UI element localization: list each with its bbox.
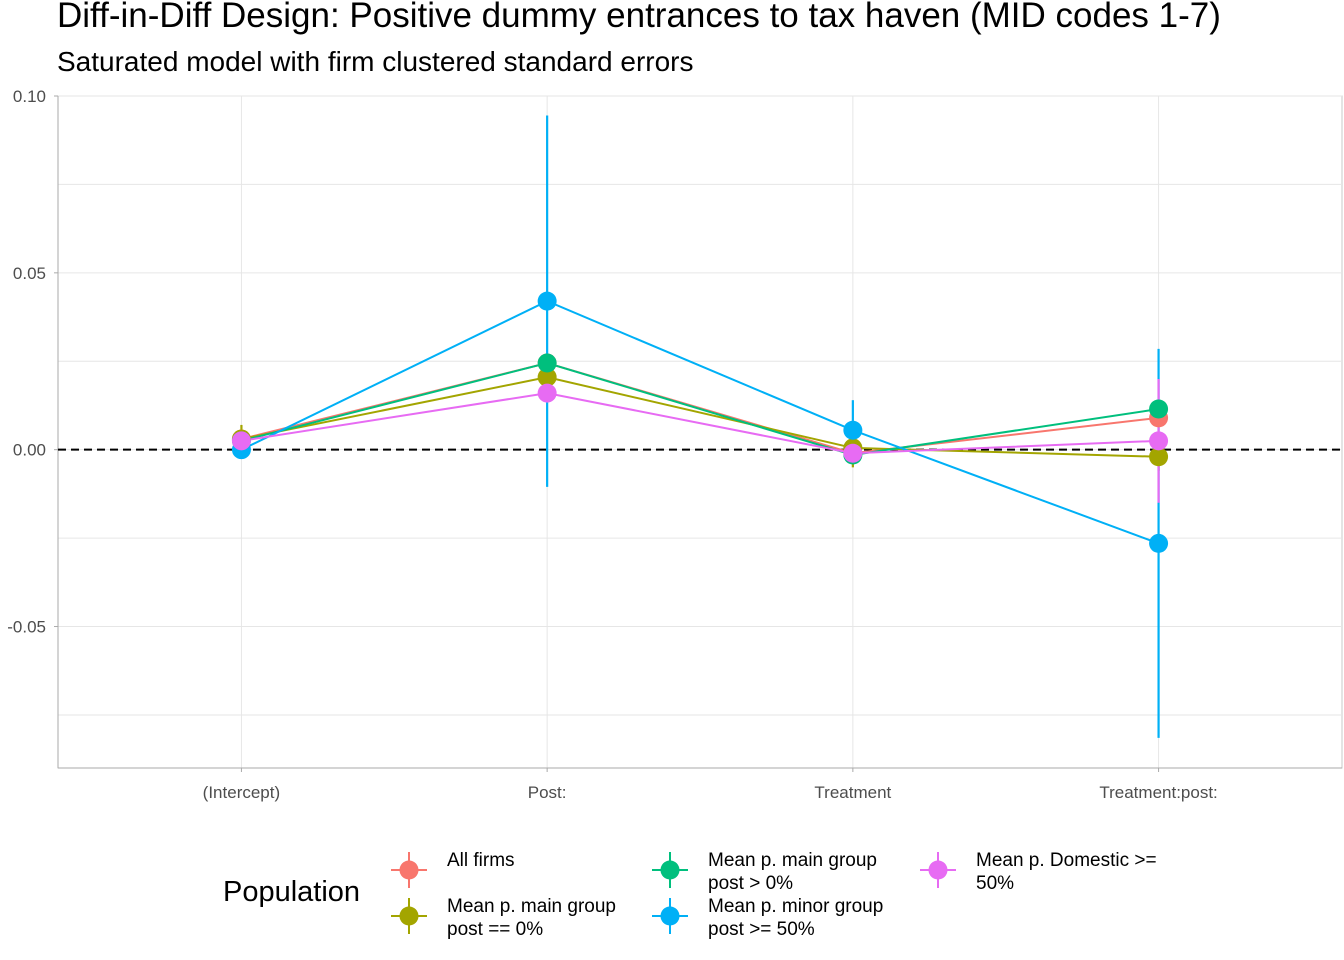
- legend-item-all-firms[interactable]: All firms: [391, 850, 515, 888]
- legend-label: Mean p. Domestic >= 50%: [976, 850, 1157, 894]
- legend-key-all-firms: [391, 852, 427, 888]
- axis-layer: [54, 95, 1342, 772]
- legend-point-range-icon: [391, 852, 427, 888]
- legend-label: Mean p. main group post > 0%: [708, 850, 877, 894]
- data-point: [537, 383, 557, 403]
- grid-layer: [57, 95, 1343, 769]
- legend-key-point: [399, 860, 419, 880]
- x-tick-label: Treatment: [814, 783, 891, 802]
- legend-item-main-group-post-positive[interactable]: Mean p. main group post > 0%: [652, 850, 877, 895]
- legend-label: Mean p. main group post == 0%: [447, 896, 616, 940]
- x-tick-label: (Intercept): [203, 783, 280, 802]
- legend-key-point: [660, 906, 680, 926]
- series-points: [231, 291, 1169, 553]
- legend-item-main-group-post-zero[interactable]: Mean p. main group post == 0%: [391, 896, 616, 941]
- legend-key-domestic-50: [920, 852, 956, 888]
- chart-title: Diff-in-Diff Design: Positive dummy entr…: [57, 0, 1221, 35]
- data-point: [1149, 447, 1169, 467]
- legend-key-point: [399, 906, 419, 926]
- legend-key-main-group-post-zero: [391, 898, 427, 934]
- y-tick-label: 0.05: [13, 264, 46, 283]
- x-tick-label: Treatment:post:: [1099, 783, 1217, 802]
- legend-label: All firms: [447, 850, 515, 871]
- data-point: [537, 367, 557, 387]
- x-tick-label: Post:: [528, 783, 567, 802]
- data-point: [843, 420, 863, 440]
- y-tick-label: 0.00: [13, 441, 46, 460]
- data-point: [537, 291, 557, 311]
- series-line: [241, 361, 1159, 457]
- series-line: [240, 300, 1159, 545]
- legend-key-point: [660, 860, 680, 880]
- chart-subtitle: Saturated model with firm clustered stan…: [57, 46, 694, 77]
- legend-point-range-icon: [920, 852, 956, 888]
- data-point: [231, 431, 251, 451]
- data-point: [537, 353, 557, 373]
- panel-border: [57, 95, 1343, 769]
- y-tick-label: 0.10: [13, 87, 46, 106]
- series-line: [241, 376, 1159, 458]
- legend-title: Population: [223, 876, 361, 908]
- error-bars: [240, 115, 1160, 738]
- legend-item-domestic-50[interactable]: Mean p. Domestic >= 50%: [920, 850, 1157, 895]
- y-tick-label: -0.05: [7, 618, 46, 637]
- data-point: [1149, 533, 1169, 553]
- legend-key-point: [928, 860, 948, 880]
- legend-point-range-icon: [652, 852, 688, 888]
- legend-item-minor-group-post-50[interactable]: Mean p. minor group post >= 50%: [652, 896, 884, 941]
- legend-key-main-group-post-positive: [652, 852, 688, 888]
- legend-label: Mean p. minor group post >= 50%: [708, 896, 884, 940]
- legend-point-range-icon: [391, 898, 427, 934]
- legend-point-range-icon: [652, 898, 688, 934]
- tick-labels: 0.10 0.05 0.00 -0.05 (Intercept) Post: Treatme…: [7, 87, 1218, 802]
- legend-key-minor-group-post-50: [652, 898, 688, 934]
- data-point: [843, 443, 863, 463]
- data-point: [1149, 399, 1169, 419]
- series-lines: [240, 300, 1159, 545]
- data-point: [1149, 431, 1169, 451]
- series-line: [241, 392, 1159, 455]
